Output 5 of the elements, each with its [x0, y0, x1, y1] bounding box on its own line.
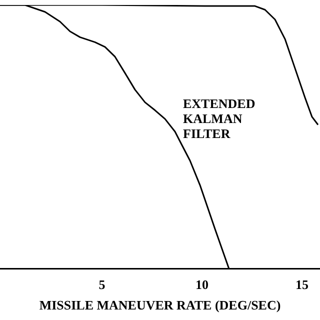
x-tick-label: 15: [296, 276, 309, 292]
series-label: EXTENDED KALMAN FILTER: [183, 96, 256, 142]
x-tick-label: 5: [98, 276, 106, 292]
x-axis-title: MISSILE MANEUVER RATE (DEG/SEC): [39, 298, 281, 313]
x-tick-label: 10: [196, 276, 208, 292]
